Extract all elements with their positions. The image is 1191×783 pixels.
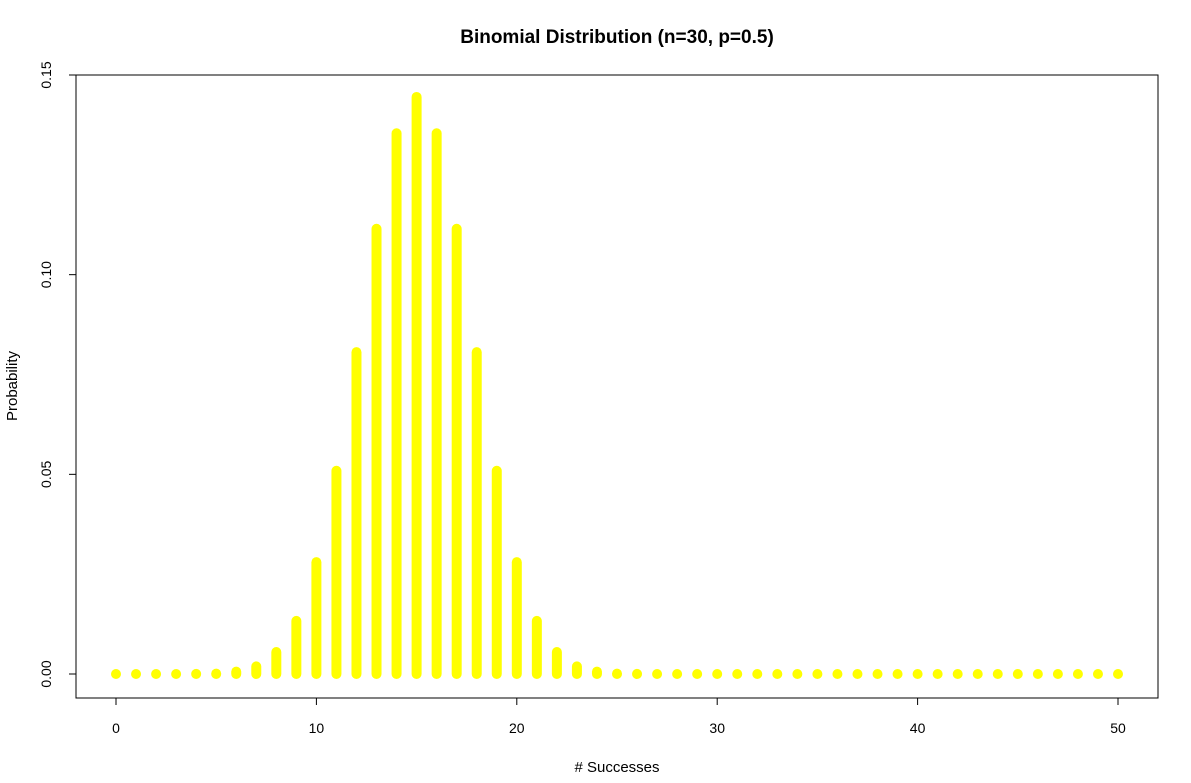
x-tick-label-30: 30 [709,720,725,736]
y-tick-label-0.10: 0.10 [38,261,54,288]
y-tick-label-0.00: 0.00 [38,660,54,687]
y-axis: 0.00 0.05 0.10 0.15 [38,61,77,688]
x-tick-label-10: 10 [309,720,325,736]
x-axis-label: # Successes [574,759,659,776]
x-tick-label-0: 0 [112,720,120,736]
x-tick-label-40: 40 [910,720,926,736]
y-tick-label-0.15: 0.15 [38,61,54,88]
y-tick-label-0.05: 0.05 [38,460,54,487]
x-tick-label-50: 50 [1110,720,1126,736]
chart-title: Binomial Distribution (n=30, p=0.5) [460,27,774,48]
plot-frame [75,74,1159,699]
x-axis: 0 10 20 30 40 50 [112,697,1126,736]
bars-group [111,91,1123,679]
y-axis-label: Probability [4,350,21,421]
x-tick-label-20: 20 [509,720,525,736]
